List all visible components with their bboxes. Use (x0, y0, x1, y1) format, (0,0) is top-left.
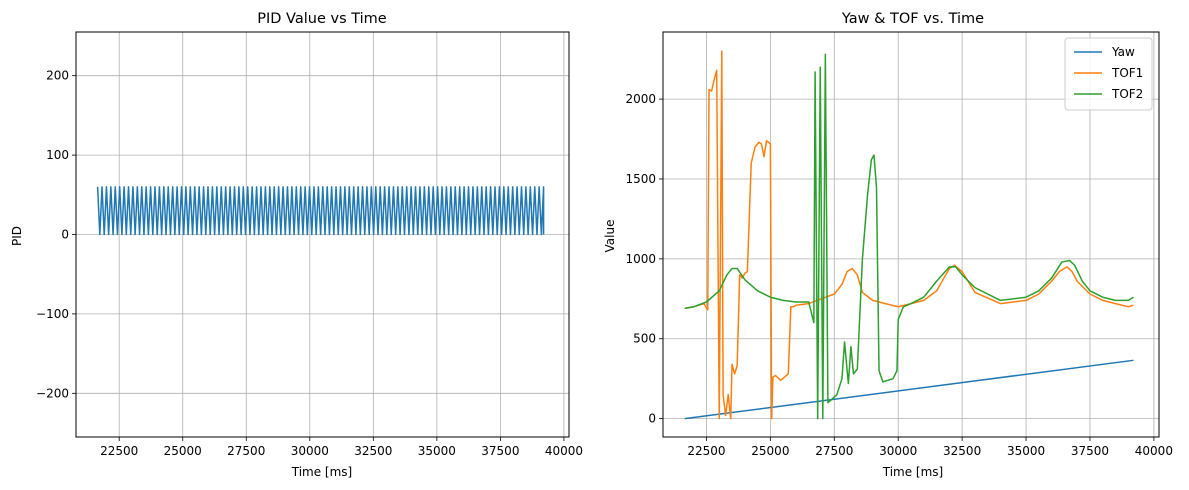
x-tick-label: 32500 (354, 444, 392, 458)
x-tick-label: 22500 (100, 444, 138, 458)
x-tick-label: 40000 (1135, 444, 1173, 458)
x-tick-label: 40000 (545, 444, 583, 458)
y-tick-label: 0 (648, 412, 656, 426)
y-axis-label: PID (10, 226, 24, 246)
x-tick-label: 30000 (291, 444, 329, 458)
yaw-series-line (684, 359, 1134, 420)
y-tick-label: 100 (46, 148, 69, 162)
x-tick-label: 27500 (815, 444, 853, 458)
x-tick-label: 25000 (164, 444, 202, 458)
x-tick-label: 30000 (879, 444, 917, 458)
x-tick-label: 27500 (227, 444, 265, 458)
x-tick-label: 35000 (418, 444, 456, 458)
legend-label: TOF1 (1111, 66, 1143, 80)
y-tick-label: 1500 (625, 172, 656, 186)
y-tick-label: 200 (46, 69, 69, 83)
x-tick-label: 32500 (943, 444, 981, 458)
x-tick-label: 22500 (687, 444, 725, 458)
y-tick-label: 0 (61, 228, 69, 242)
chart-title: Yaw & TOF vs. Time (841, 11, 984, 27)
pid-series-line (96, 186, 545, 236)
y-axis-label: Value (603, 220, 617, 253)
legend-label: Yaw (1111, 45, 1135, 59)
tof2-series-line (684, 53, 1134, 420)
chart-title: PID Value vs Time (257, 11, 387, 27)
legend-box (1064, 37, 1153, 111)
x-axis-label: Time [ms] (291, 465, 353, 479)
y-tick-label: 1000 (625, 252, 656, 266)
x-tick-label: 37500 (481, 444, 519, 458)
y-tick-label: 500 (633, 332, 656, 346)
legend: Yaw TOF1 TOF2 (1064, 37, 1153, 111)
x-tick-label: 37500 (1071, 444, 1109, 458)
x-tick-label: 25000 (751, 444, 789, 458)
tof1-series-line (684, 50, 1134, 420)
legend-label: TOF2 (1111, 87, 1143, 101)
x-tick-label: 35000 (1007, 444, 1045, 458)
x-axis-label: Time [ms] (882, 465, 944, 479)
y-tick-label: −100 (36, 307, 69, 321)
y-tick-label: −200 (36, 386, 69, 400)
yaw-tof-chart: Yaw & TOF vs. Time Time [ms] Value 22500… (603, 11, 1173, 479)
plot-area (662, 31, 1160, 438)
y-tick-label: 2000 (625, 92, 656, 106)
pid-chart: PID Value vs Time Time [ms] PID 22500 250… (10, 11, 583, 479)
